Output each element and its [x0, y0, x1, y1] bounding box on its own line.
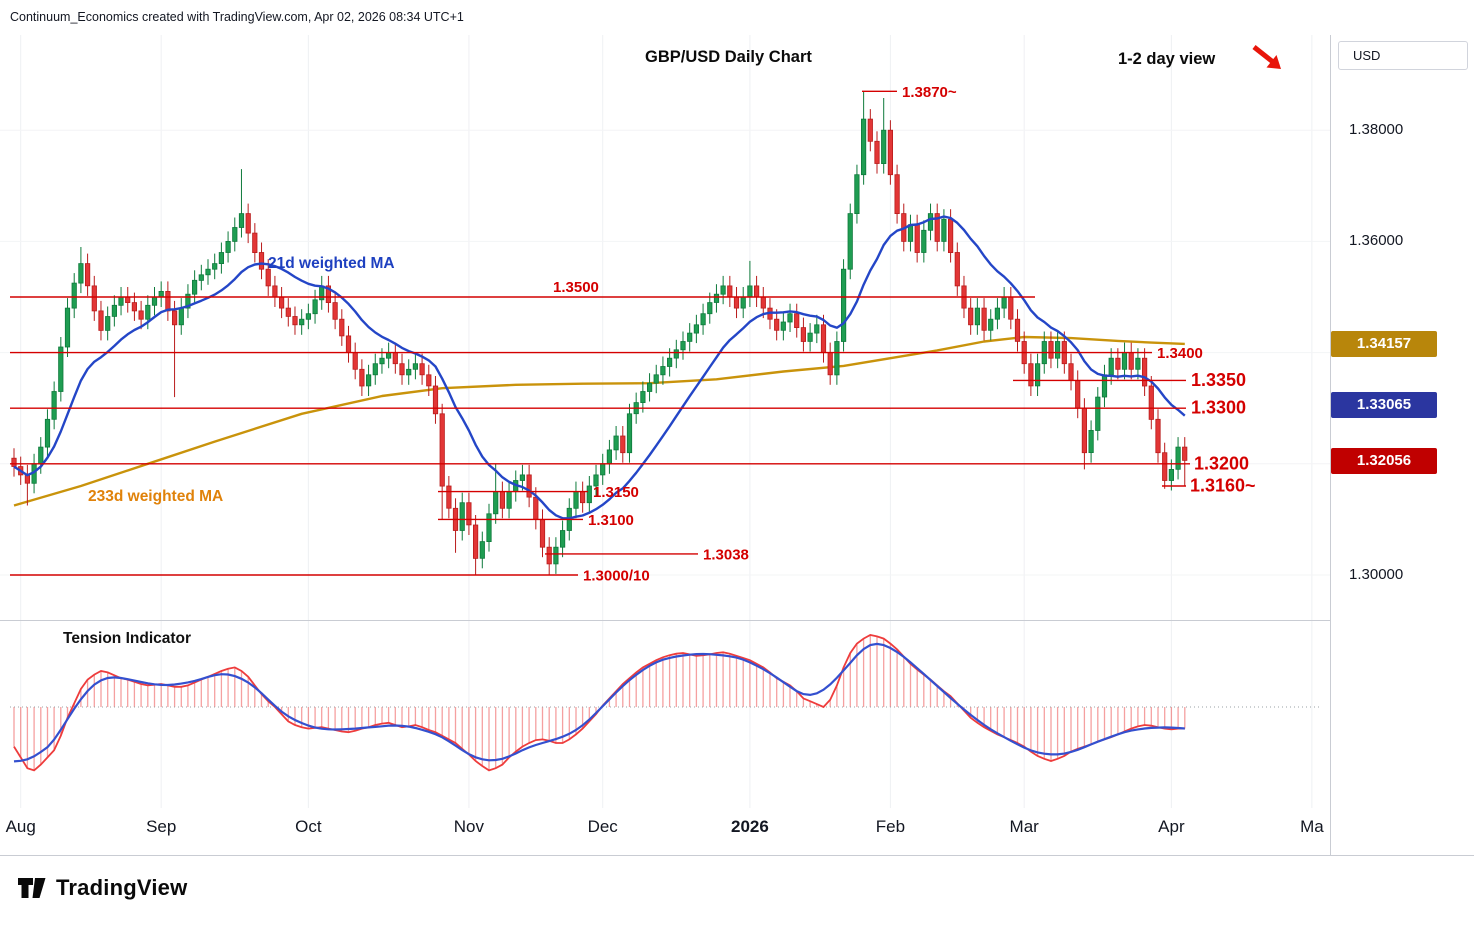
gridlines: [0, 35, 1330, 808]
ma21-line: [13, 215, 1186, 520]
time-axis-label: 2026: [731, 817, 769, 836]
price-axis-label: 1.38000: [1349, 121, 1404, 139]
level-label: 1.3200: [1194, 453, 1249, 473]
ma233-line: [13, 335, 1185, 507]
time-axis-label: Dec: [588, 817, 619, 836]
time-axis-label: Aug: [6, 817, 36, 836]
level-label: 1.3038: [703, 546, 749, 563]
candles: [11, 91, 1188, 575]
chart-title: GBP/USD Daily Chart: [645, 48, 812, 66]
level-label: 1.3000/10: [583, 568, 650, 585]
time-axis-label: Oct: [295, 817, 322, 836]
tradingview-logo[interactable]: TradingView: [16, 874, 187, 902]
tension-indicator-title: Tension Indicator: [63, 630, 192, 647]
level-label: 1.3150: [593, 484, 639, 501]
credit-line: Continuum_Economics created with Trading…: [10, 10, 464, 24]
tradingview-logo-text: TradingView: [56, 875, 188, 900]
level-label: 1.3160~: [1190, 476, 1256, 496]
time-axis-label: Ma: [1300, 817, 1324, 836]
chart-canvas[interactable]: 1.3870~ 1.3500 1.3400 1.3350 1.3300 1.3200 1.3…: [0, 35, 1330, 855]
price-axis-label: 1.36000: [1349, 232, 1404, 250]
last-price-badge: 1.32056: [1331, 447, 1437, 474]
tension-indicator: [10, 634, 1322, 772]
tradingview-logo-icon: [18, 878, 46, 898]
price-axis-label: 1.30000: [1349, 566, 1404, 583]
level-label: 1.3500: [553, 279, 599, 296]
level-label: 1.3400: [1157, 345, 1203, 362]
price-axis[interactable]: USD 1.38000 1.36000 1.30000 1.34157 1.33065 1…: [1330, 35, 1474, 855]
time-axis[interactable]: Aug Sep Oct Nov Dec 2026 Feb Mar Apr Ma: [6, 817, 1325, 836]
ma21-price-badge: 1.33065: [1331, 391, 1437, 418]
pane-separator: [0, 620, 1474, 621]
chart-svg[interactable]: 1.3870~ 1.3500 1.3400 1.3350 1.3300 1.3200 1.3…: [0, 35, 1330, 855]
time-axis-label: Feb: [876, 817, 905, 836]
time-axis-separator: [0, 855, 1474, 856]
ma233-annotation: 233d weighted MA: [88, 488, 224, 505]
level-label: 1.3300: [1191, 398, 1246, 418]
time-axis-label: Sep: [146, 817, 176, 836]
time-axis-label: Apr: [1158, 817, 1185, 836]
level-label: 1.3870~: [902, 84, 957, 101]
level-label: 1.3100: [588, 512, 634, 529]
time-axis-label: Mar: [1010, 817, 1040, 836]
view-note: 1-2 day view: [1118, 50, 1216, 68]
ma21-annotation: 21d weighted MA: [268, 255, 395, 272]
ma233-price-badge: 1.34157: [1331, 330, 1437, 357]
level-label: 1.3350: [1191, 370, 1246, 390]
currency-unit-button[interactable]: USD: [1338, 41, 1468, 70]
down-right-arrow-icon: [1250, 43, 1286, 75]
levels: 1.3870~ 1.3500 1.3400 1.3350 1.3300 1.3200 1.3…: [10, 84, 1256, 585]
time-axis-label: Nov: [454, 817, 485, 836]
